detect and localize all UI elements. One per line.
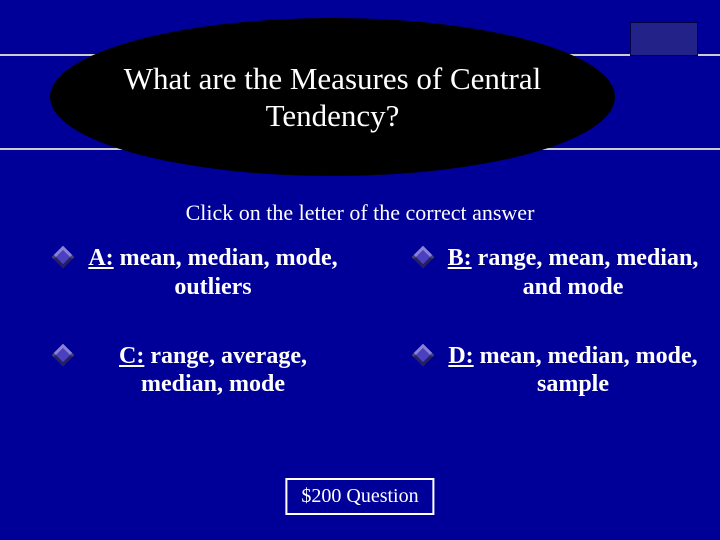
answer-text: mean, median, mode, sample	[480, 343, 698, 398]
answer-text: range, average, median, mode	[141, 343, 307, 398]
answer-letter: C:	[119, 343, 144, 369]
corner-box	[630, 22, 698, 56]
answer-grid: A: mean, median, mode, outliers B: range…	[0, 244, 720, 399]
answer-d[interactable]: D: mean, median, mode, sample	[360, 342, 720, 400]
instruction-text: Click on the letter of the correct answe…	[0, 200, 720, 226]
diamond-bullet-icon	[52, 246, 75, 269]
answer-b[interactable]: B: range, mean, median, and mode	[360, 244, 720, 302]
diamond-bullet-icon	[52, 343, 75, 366]
diamond-bullet-icon	[412, 246, 435, 269]
answer-text: mean, median, mode, outliers	[120, 245, 338, 300]
answer-letter: D:	[448, 343, 473, 369]
answer-a[interactable]: A: mean, median, mode, outliers	[0, 244, 360, 302]
answer-text: range, mean, median, and mode	[478, 245, 699, 300]
question-oval: What are the Measures of Central Tendenc…	[50, 18, 615, 176]
question-title: What are the Measures of Central Tendenc…	[50, 60, 615, 134]
answer-letter: A:	[88, 245, 113, 271]
diamond-bullet-icon	[412, 343, 435, 366]
answer-letter: B:	[448, 245, 472, 271]
question-value-button[interactable]: $200 Question	[285, 478, 434, 515]
answer-c[interactable]: C: range, average, median, mode	[0, 342, 360, 400]
